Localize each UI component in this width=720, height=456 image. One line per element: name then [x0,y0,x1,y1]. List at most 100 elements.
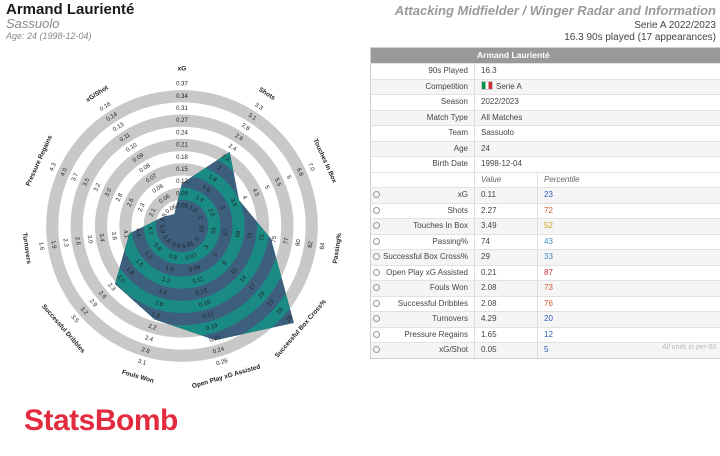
tick-label: 26 [276,306,285,315]
tick-label: 1.2 [187,205,198,215]
tick-label: 5 [263,185,270,191]
info-row-value: 2022/2023 [481,97,519,106]
metric-icon [373,284,380,291]
metric-label-cell: Pressure Regains [371,327,475,342]
info-table: Armand Laurienté 90s Played 16.3 Competiti… [370,47,720,359]
metric-label: Successful Dribbles [397,298,468,308]
metric-icon [373,346,380,353]
tick-label: 2.3 [138,202,147,213]
tick-label: 77 [283,237,290,245]
tick-label: 4 [241,195,248,201]
metric-row: Fouls Won 2.08 73 [371,280,720,296]
tick-label: 2.6 [127,197,136,208]
tick-label: 3.3 [253,102,264,112]
info-row-label: Age [371,141,475,156]
metric-percentile: 43 [544,236,553,246]
info-row: Season 2022/2023 [371,94,720,110]
metric-percentile: 73 [544,283,553,292]
info-row-label: 90s Played [371,64,475,79]
tick-label: 0.13 [195,288,209,297]
tick-label: 23 [267,298,276,307]
tick-label: 0.27 [176,118,188,124]
italy-flag-icon [481,80,493,90]
metric-value: 2.08 [475,296,538,311]
tick-label: 0.6 [171,242,181,250]
metric-label: Open Play xG Assisted [386,267,468,277]
minutes-line: 16.3 90s played (17 appearances) [564,32,716,43]
player-overlap [115,152,294,341]
metric-percentile: 72 [544,205,553,215]
tick-label: 80 [295,238,302,246]
tick-label: 2.3 [62,238,69,248]
tick-label: 0.06 [176,203,188,209]
tick-label: 0.09 [132,152,146,164]
tick-label: 3.1 [137,359,147,367]
tick-label: 0.08 [139,163,153,175]
tick-label: 2.8 [140,347,150,355]
tick-label: 14 [239,274,248,283]
tick-label: 63 [199,225,206,233]
statsbomb-logo: StatsBomb [24,404,178,437]
info-row-value-cell: 16.3 [475,64,720,79]
info-row-value-cell: 1998-12-04 [475,157,720,172]
tick-label: 4.1 [122,230,129,240]
metric-row: Turnovers 4.29 20 [371,311,720,327]
tick-label: 0.11 [119,132,132,143]
season-line: Serie A 2022/2023 [634,20,716,31]
metric-label: Fouls Won [429,283,468,292]
info-row-value: Serie A [496,81,522,91]
metric-icon [373,268,380,276]
tick-label: 2.0 [115,274,125,285]
tick-label: 0.17 [202,311,216,320]
axis-label: xG [178,66,187,73]
metric-value: 2.08 [475,281,538,296]
metric-rows: xG 0.11 23 Shots 2.27 72 Touches In Box 3.49 52 P… [371,187,720,358]
tick-label: 2.9 [88,298,98,309]
tick-label: 0.37 [176,82,188,88]
metric-row: Pressure Regains 1.65 12 [371,326,720,342]
tick-label: 4.4 [134,228,141,238]
tick-label: 0.05 [181,241,195,250]
tick-label: 9 [222,260,229,267]
metric-label: Touches In Box [413,221,468,230]
tick-label: 0.14 [106,111,120,123]
metric-label-cell: xG [371,188,475,203]
metric-label-cell: Successful Box Cross% [371,250,475,265]
metric-row: Shots 2.27 72 [371,202,720,218]
metric-header-row: Value Percentile [371,171,720,187]
radar-chart: 0.06 0.09 0.12 0.15 0.18 0.21 0.24 0.27 0.31 0.34… [21,66,344,390]
metric-value: 0.05 [475,343,538,358]
metric-percentile: 33 [544,252,553,261]
axis-label: Passing% [332,232,343,264]
metric-percentile: 87 [544,267,553,277]
info-row-value-cell: All Matches [475,111,720,126]
tick-label: 3.5 [69,314,79,325]
tick-label: 1.4 [158,288,168,296]
tick-label: 2.6 [234,133,245,143]
info-row-label: Team [371,126,475,141]
metric-icon [373,206,380,214]
tick-label: 1.2 [161,277,171,285]
info-row-label: Competition [371,79,475,94]
tick-label: 0.9 [152,242,162,253]
value-column-header: Value [475,172,538,187]
metric-label-cell: Passing% [371,234,475,249]
report-title: Attacking Midfielder / Winger Radar and … [394,3,716,18]
tick-label: 3.0 [104,187,113,198]
axis-label: Shots [257,86,276,102]
tick-label: 2.2 [147,324,157,332]
tick-label: 3 [203,244,210,251]
player-name: Armand Laurienté [6,1,135,18]
metric-label-cell: Shots [371,203,475,218]
metric-percentile: 20 [544,314,553,323]
tick-label: 0.31 [176,106,188,112]
tick-label: 3.8 [110,231,117,241]
tick-label: 3 [218,205,225,211]
metric-icon [373,237,380,245]
info-row-value-cell: 24 [475,142,720,157]
tick-label: 3.5 [229,198,238,209]
tick-label: 0.06 [165,204,179,216]
tick-label: 75 [271,235,278,243]
metric-row: xG 0.11 23 [371,187,720,203]
tick-label: 7.0 [306,162,315,173]
